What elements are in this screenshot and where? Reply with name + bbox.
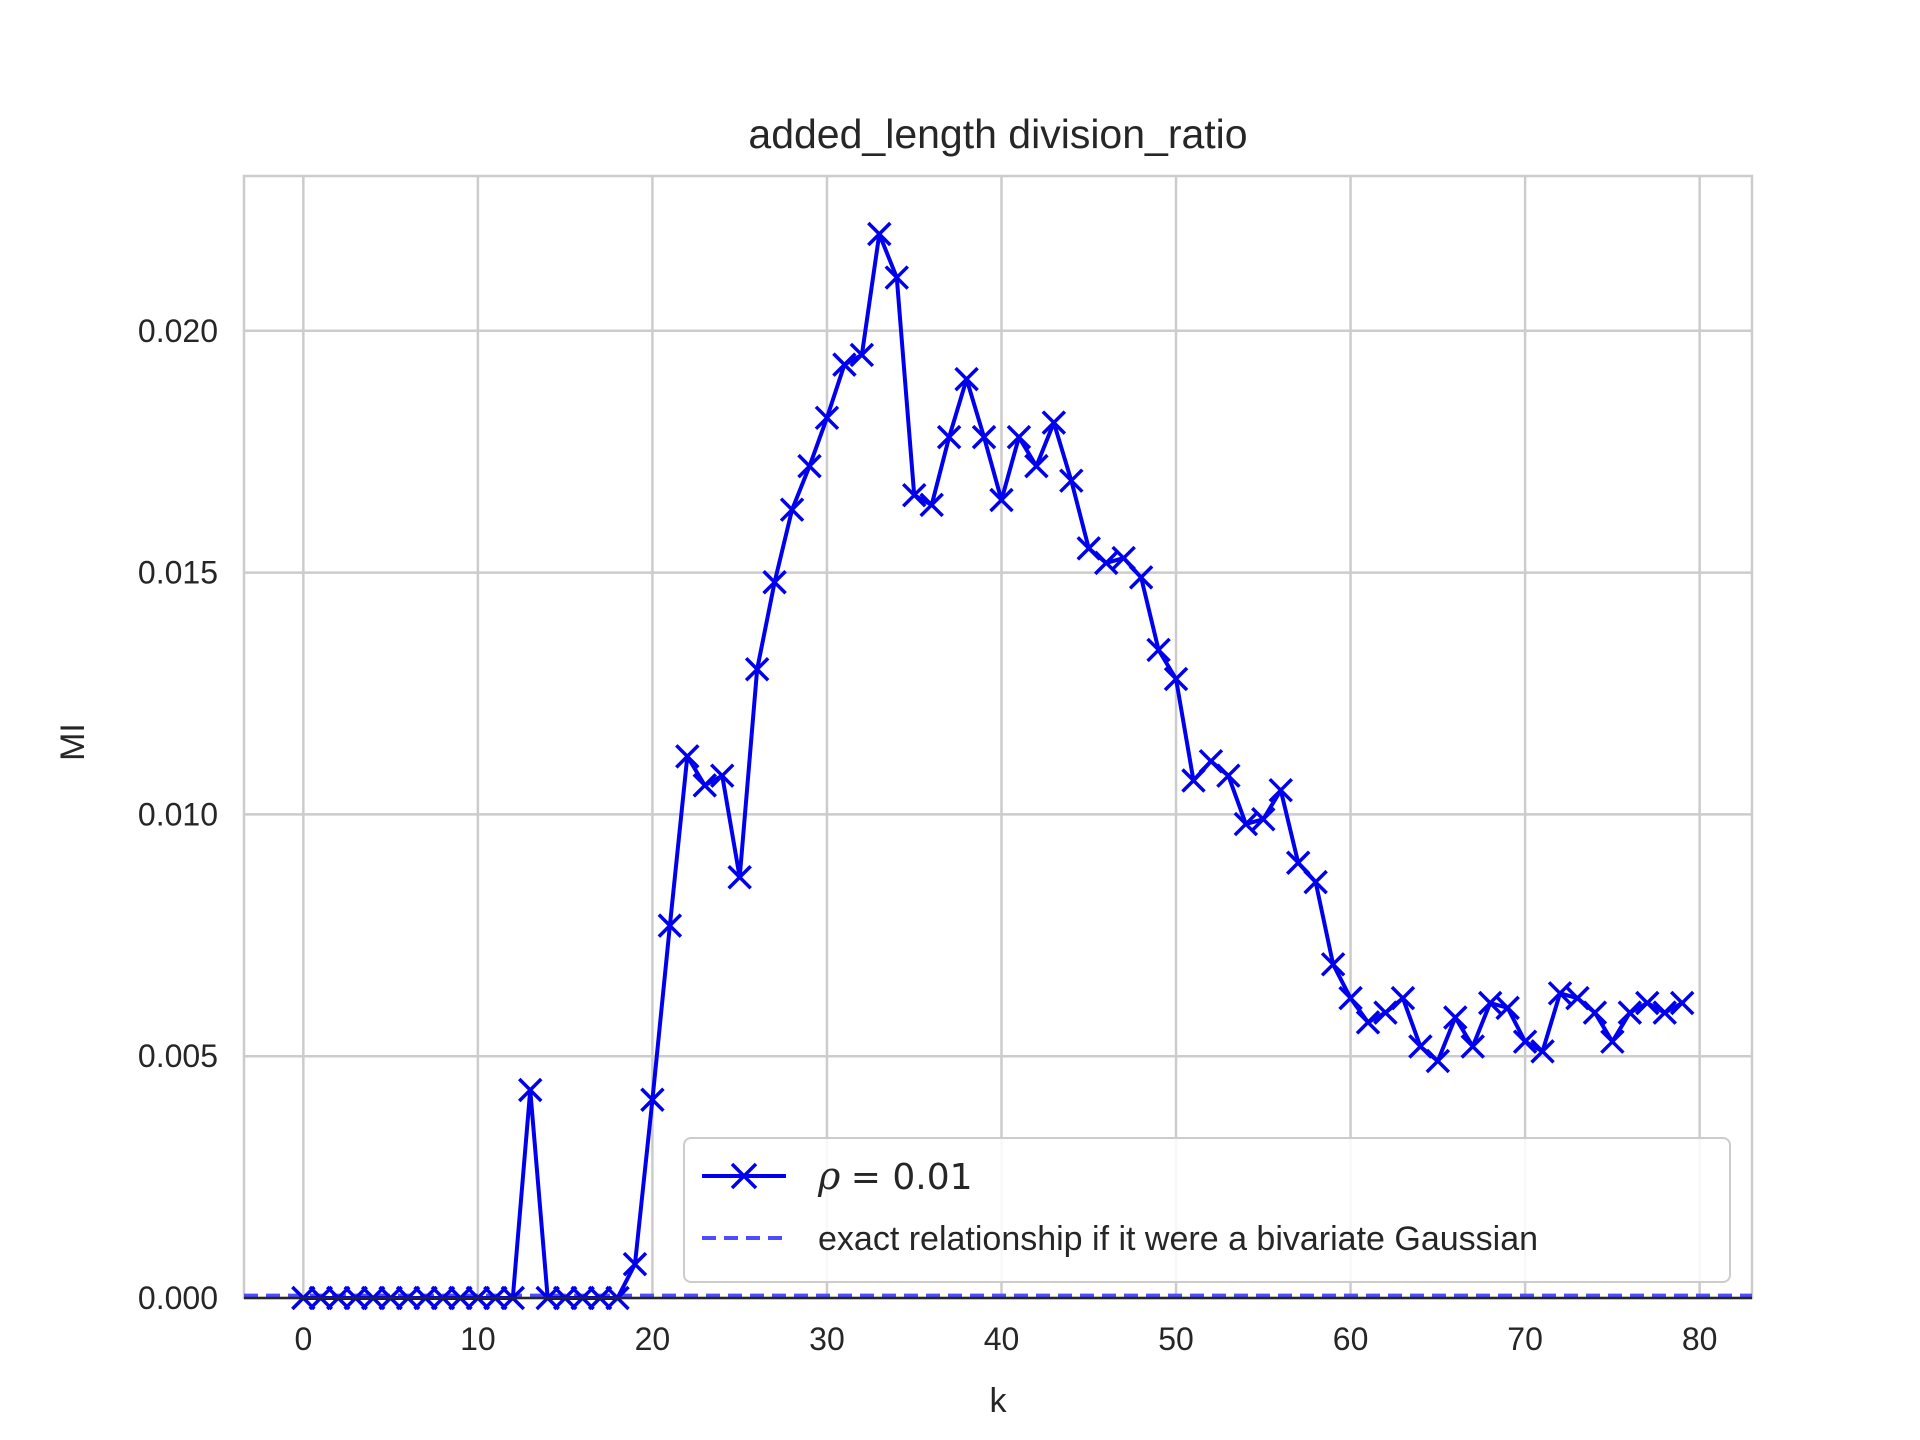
data-point-marker xyxy=(1460,1034,1485,1059)
grid xyxy=(244,176,1752,1300)
data-point-marker xyxy=(1635,990,1660,1016)
data-point-marker xyxy=(1443,1005,1468,1030)
data-point-marker xyxy=(901,482,927,508)
data-point-marker xyxy=(1495,995,1520,1021)
data-point-marker xyxy=(657,913,683,938)
data-point-marker xyxy=(1181,768,1206,793)
data-point-marker xyxy=(1320,952,1346,977)
legend-label-rho: ρ = 0.01 xyxy=(817,1154,973,1198)
data-point-marker xyxy=(1565,985,1590,1011)
data-point-marker xyxy=(1373,1000,1398,1025)
data-point-marker xyxy=(989,487,1014,513)
data-point-marker xyxy=(797,453,822,479)
data-point-marker xyxy=(1216,763,1241,788)
data-point-marker xyxy=(1390,985,1416,1011)
data-point-marker xyxy=(1128,565,1154,590)
y-tick-label: 0.005 xyxy=(138,1038,218,1074)
y-tick-labels: 0.000 0.005 0.010 0.015 0.020 xyxy=(138,313,218,1316)
legend-rho-value: = 0.01 xyxy=(851,1157,973,1198)
data-point-marker xyxy=(1163,666,1189,692)
data-point-marker xyxy=(1408,1034,1433,1059)
legend-box xyxy=(683,1137,1731,1283)
data-point-marker xyxy=(1600,1029,1625,1054)
legend-label-gaussian: exact relationship if it were a bivariat… xyxy=(818,1220,1538,1258)
series-layer xyxy=(244,221,1752,1311)
data-point-marker xyxy=(919,492,944,518)
data-point-marker xyxy=(1477,990,1503,1016)
data-point-marker xyxy=(1093,550,1119,576)
data-point-marker xyxy=(1233,811,1259,837)
plot-area xyxy=(244,176,1752,1298)
data-point-marker xyxy=(884,265,910,290)
data-point-marker xyxy=(727,865,752,890)
data-point-marker xyxy=(1076,536,1101,561)
x-tick-label: 30 xyxy=(809,1321,845,1357)
x-tick-label: 50 xyxy=(1158,1321,1194,1357)
data-point-marker xyxy=(1251,806,1276,832)
data-point-marker xyxy=(1006,424,1032,450)
x-tick-label: 20 xyxy=(635,1321,671,1357)
x-tick-labels: 0 10 20 30 40 50 60 70 80 xyxy=(294,1321,1717,1357)
y-axis-label: MI xyxy=(54,723,92,761)
y-tick-label: 0.020 xyxy=(138,313,218,349)
data-point-marker xyxy=(849,342,875,368)
data-point-marker xyxy=(1059,468,1084,493)
data-point-marker xyxy=(954,366,979,392)
x-tick-label: 10 xyxy=(460,1321,496,1357)
data-point-marker xyxy=(814,405,840,431)
data-point-marker xyxy=(1303,869,1328,895)
x-tick-label: 80 xyxy=(1682,1321,1718,1357)
legend-x-marker xyxy=(730,1162,758,1190)
x-tick-label: 70 xyxy=(1507,1321,1543,1357)
data-point-marker xyxy=(1512,1029,1538,1054)
x-tick-label: 60 xyxy=(1333,1321,1369,1357)
data-point-marker xyxy=(1617,1000,1643,1025)
data-point-marker xyxy=(1530,1039,1555,1064)
data-point-marker xyxy=(832,352,857,377)
data-point-marker xyxy=(1285,850,1311,875)
data-point-marker xyxy=(692,773,718,798)
x-tick-label: 0 xyxy=(294,1321,312,1357)
data-point-marker xyxy=(675,744,700,769)
x-tick-label: 40 xyxy=(984,1321,1020,1357)
y-tick-label: 0.010 xyxy=(138,796,218,832)
data-point-marker xyxy=(622,1251,648,1277)
data-point-marker xyxy=(1024,453,1049,479)
data-point-marker xyxy=(1669,990,1695,1016)
data-point-marker xyxy=(1355,1010,1381,1035)
data-point-marker xyxy=(779,497,805,522)
series-line-rho xyxy=(303,232,1684,1300)
data-point-marker xyxy=(744,657,770,682)
legend-rho-symbol: ρ xyxy=(817,1154,841,1198)
legend: ρ = 0.01 exact relationship if it were a… xyxy=(683,1137,1731,1283)
data-point-marker xyxy=(1425,1048,1451,1074)
data-point-marker xyxy=(1146,637,1171,663)
data-point-marker xyxy=(1547,981,1573,1006)
data-point-marker xyxy=(1582,1000,1608,1025)
data-point-marker xyxy=(518,1077,543,1103)
data-point-marker xyxy=(867,221,892,247)
y-tick-label: 0.000 xyxy=(138,1280,218,1316)
data-point-marker xyxy=(709,763,735,788)
data-point-marker xyxy=(640,1087,665,1112)
chart-title: added_length division_ratio xyxy=(748,111,1247,157)
y-tick-label: 0.015 xyxy=(138,555,218,591)
data-point-marker xyxy=(1111,545,1136,571)
data-point-marker xyxy=(762,570,787,595)
x-axis-label: k xyxy=(990,1382,1008,1420)
data-point-marker xyxy=(971,424,997,450)
data-point-marker xyxy=(1198,748,1224,774)
data-point-marker xyxy=(1041,410,1067,435)
data-point-marker xyxy=(936,424,962,450)
data-point-marker xyxy=(1268,777,1293,803)
data-point-marker xyxy=(1652,1000,1677,1025)
data-point-marker xyxy=(1338,985,1363,1011)
